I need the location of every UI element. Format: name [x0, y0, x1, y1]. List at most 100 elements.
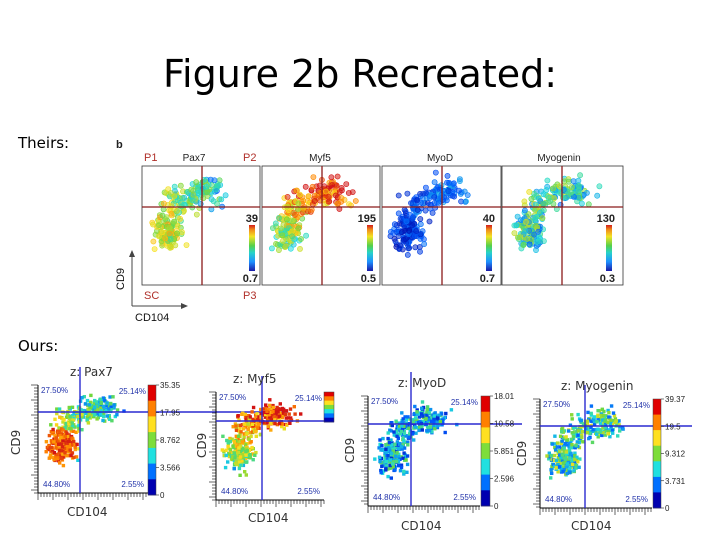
theirs-scatter-point [550, 185, 556, 192]
theirs-panel-frames [141, 165, 624, 286]
ours-scatter-point [394, 452, 398, 457]
ours-scatter-point [270, 412, 274, 417]
ours-scatter-point [222, 453, 226, 458]
ours-scatter-point [44, 440, 49, 444]
ours-scatter-point [70, 421, 74, 425]
theirs-scatter-point [570, 178, 577, 184]
ours-scatter-point [402, 446, 407, 450]
ours-scatter-point [388, 466, 392, 470]
ours-scatter-point [262, 410, 266, 415]
ours-scatter-point [585, 422, 589, 427]
slide-title: Figure 2b Recreated: [162, 52, 558, 96]
ours-scatter-point [234, 426, 239, 431]
ours-scatter-point [237, 457, 242, 461]
ours-scatter-point [427, 417, 431, 422]
ours-colorbar-segment [324, 400, 334, 406]
ours-scatter-point [272, 414, 276, 419]
ours-scatter-point [240, 440, 245, 444]
ours-scatter-point [234, 428, 239, 432]
ours-scatter-point [405, 470, 409, 474]
ours-scatter-point [589, 425, 593, 429]
ours-scatter-point [79, 408, 83, 412]
theirs-scatter-point [576, 182, 582, 189]
theirs-scatter-point [177, 182, 184, 189]
ours-scatter-point [420, 428, 424, 432]
ours-scatter-point [231, 444, 235, 448]
theirs-scatter-point [296, 191, 303, 198]
ours-scatter-point [428, 425, 433, 429]
ours-colorbar-tick-label: 3.566 [160, 464, 181, 473]
ours-colorbar-segment [653, 430, 661, 447]
ours-scatter-point [268, 398, 272, 402]
ours-scatter-point [558, 461, 562, 466]
theirs-scatter-point [408, 200, 414, 206]
ours-scatter-point [392, 460, 396, 464]
ours-scatter-point [82, 395, 86, 399]
ours-scatter-point [559, 455, 563, 460]
ours-scatter-point [254, 416, 258, 421]
ours-scatter-point [52, 451, 57, 455]
ours-scatter-point [398, 441, 402, 446]
ours-scatter-point [566, 458, 570, 462]
ours-scatter-point [54, 454, 58, 459]
ours-scatter-point [609, 425, 613, 429]
theirs-scatter-point [174, 230, 180, 237]
ours-scatter-point [581, 422, 586, 426]
ours-scatter-point [607, 411, 611, 415]
ours-colorbar-segment [324, 404, 334, 410]
ours-scatter-point [72, 455, 76, 459]
ours-scatter-point [598, 421, 603, 425]
theirs-scatter-point [444, 172, 451, 179]
ours-colorbar-segment [653, 476, 661, 493]
theirs-scatter-point [520, 241, 527, 248]
ours-scatter-point [292, 405, 296, 409]
ours-quadrant-bl: 44.80% [545, 495, 572, 504]
ours-scatter-point [284, 409, 289, 413]
ours-scatter-point [274, 413, 278, 418]
ours-scatter-point [560, 427, 564, 431]
ours-scatter-point [572, 460, 577, 465]
theirs-scatter-point [403, 218, 410, 225]
ours-scatter-point [250, 452, 255, 456]
ours-scatter-point [596, 418, 600, 422]
ours-scatter-point [66, 434, 70, 438]
ours-colorbar-segment [148, 463, 156, 480]
ours-scatter-point [592, 423, 597, 427]
ours-scatter-point [555, 441, 560, 445]
ours-scatter-point [67, 422, 71, 426]
ours-scatter-point [269, 428, 273, 432]
theirs-scatter-point [352, 198, 359, 204]
ours-scatter-point [288, 421, 292, 425]
ours-colorbar-segment [481, 443, 490, 460]
ours-quadrant-br: 2.55% [453, 493, 476, 502]
theirs-scatter-point [166, 224, 173, 231]
cb-min-pax7: 0.7 [243, 273, 258, 285]
theirs-scatter-point [456, 176, 463, 182]
ours-scatter-point [242, 422, 246, 426]
ours-scatter-point [230, 437, 234, 441]
ours-scatter-point [414, 431, 418, 435]
ours-scatter-point [400, 424, 404, 428]
ours-scatter-point [570, 413, 574, 417]
ours-scatter-point [407, 432, 412, 436]
ours-scatter-point [435, 420, 439, 424]
ours-scatter-point [610, 428, 614, 433]
ours-scatter-point [415, 410, 419, 414]
ours-scatter-point [404, 424, 408, 428]
theirs-scatter-point [404, 190, 411, 197]
theirs-colorbars [249, 225, 612, 271]
theirs-scatter-point [568, 189, 574, 196]
ours-scatter-point [61, 425, 65, 429]
ours-scatter-point [287, 412, 291, 416]
ours-scatter-point [578, 438, 583, 442]
ours-scatter-point [70, 436, 74, 440]
quadrant-label-p1: P1 [144, 152, 157, 164]
ours-scatter-point [54, 456, 58, 461]
ours-scatter-point [574, 463, 579, 468]
ours-scatter-point [400, 433, 405, 438]
ours-scatter-point [86, 421, 91, 425]
theirs-scatter-point [571, 193, 577, 200]
ours-ylabel-pax7: CD9 [9, 430, 23, 455]
ours-scatter-point [251, 405, 256, 410]
ours-colorbar-segment [653, 399, 661, 415]
